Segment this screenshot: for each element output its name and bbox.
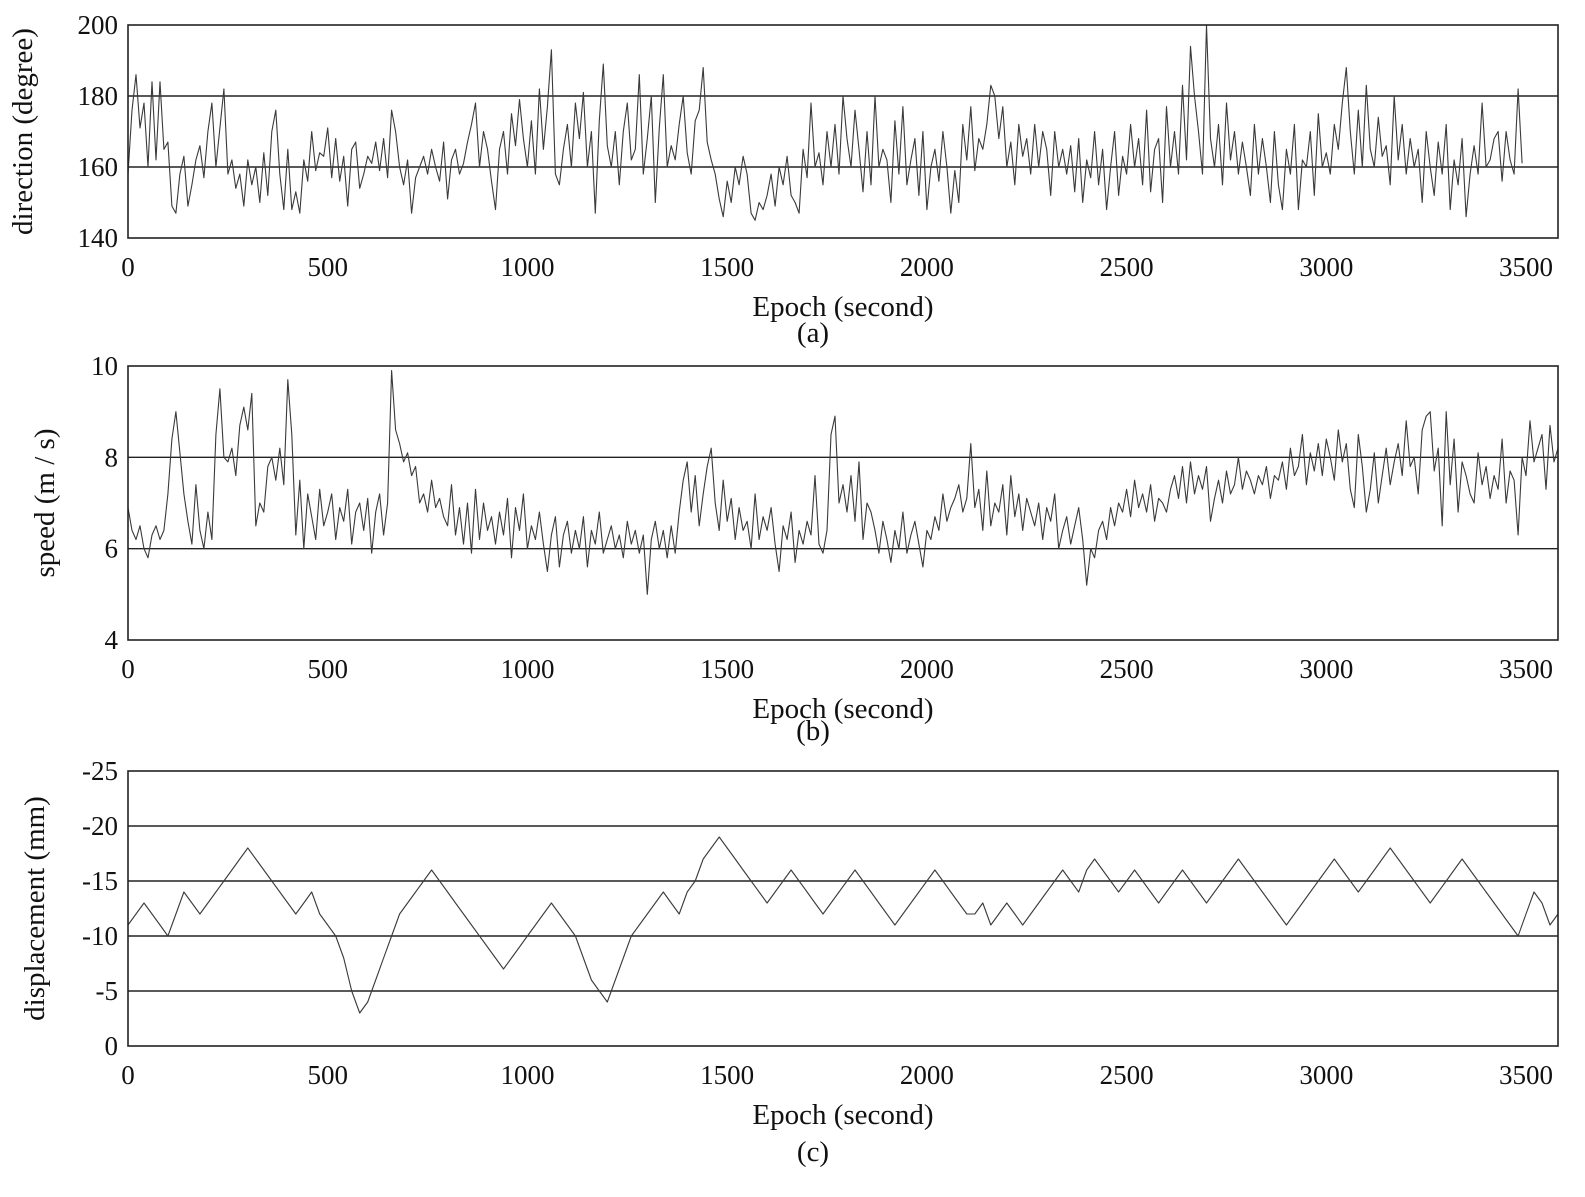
x-tick-label: 2000 [900,252,954,282]
series-line-0 [127,24,1523,221]
x-tick-label: 2000 [900,1060,954,1090]
x-tick-label: 3500 [1499,1060,1553,1090]
x-axis-label: Epoch (second) [752,693,933,725]
x-tick-label: 0 [121,252,135,282]
x-tick-label: 1500 [700,1060,754,1090]
x-tick-label: 500 [307,1060,348,1090]
y-tick-label: 8 [105,442,119,472]
x-tick-label: 3000 [1299,1060,1353,1090]
x-axis-label: Epoch (second) [752,1099,933,1131]
panel-caption: (c) [797,1136,829,1168]
y-tick-label: 0 [105,1031,119,1061]
y-tick-label: 200 [78,10,119,40]
x-tick-label: 1000 [500,252,554,282]
x-tick-label: 0 [121,1060,135,1090]
x-tick-label: 2500 [1100,252,1154,282]
y-axis-label: displacement (mm) [19,796,51,1021]
x-tick-label: 2000 [900,654,954,684]
y-tick-label: -20 [82,811,118,841]
x-tick-label: 1000 [500,654,554,684]
x-tick-label: 1000 [500,1060,554,1090]
panel-caption: (b) [796,715,830,747]
y-tick-label: 180 [78,81,119,111]
x-tick-label: 2500 [1100,654,1154,684]
x-tick-label: 500 [307,252,348,282]
chart-panel-1: 0 500 1000 1500 2000 2500 3000 3500 4 6 8 10 Epoch (… [29,351,1559,747]
x-tick-label: 3000 [1299,252,1353,282]
x-tick-label: 3000 [1299,654,1353,684]
plot-frame [127,770,1559,1047]
y-tick-label: 140 [78,223,119,253]
series-line-0 [127,370,1559,595]
x-tick-label: 0 [121,654,135,684]
y-tick-label: 6 [105,534,119,564]
y-axis-label: speed (m / s) [29,429,61,578]
x-tick-label: 3500 [1499,654,1553,684]
y-tick-label: -15 [82,866,118,896]
x-tick-label: 3500 [1499,252,1553,282]
x-tick-label: 500 [307,654,348,684]
series-line-0 [127,836,1559,1014]
y-tick-label: 10 [91,351,118,381]
chart-panel-2: 0 500 1000 1500 2000 2500 3000 3500 0 -5 -10 -15 -20… [19,756,1559,1168]
plot-frame [127,24,1559,239]
x-tick-label: 1500 [700,654,754,684]
y-tick-label: -25 [82,756,118,786]
y-tick-label: 160 [78,152,119,182]
x-axis-label: Epoch (second) [752,291,933,323]
x-tick-label: 1500 [700,252,754,282]
y-axis-label: direction (degree) [7,28,39,235]
x-tick-label: 2500 [1100,1060,1154,1090]
y-tick-label: -5 [96,976,119,1006]
y-tick-label: -10 [82,921,118,951]
plot-frame [127,365,1559,641]
chart-panel-0: 0 500 1000 1500 2000 2500 3000 3500 140 160 180 200… [7,10,1559,349]
y-tick-label: 4 [105,625,119,655]
panel-caption: (a) [797,317,829,349]
